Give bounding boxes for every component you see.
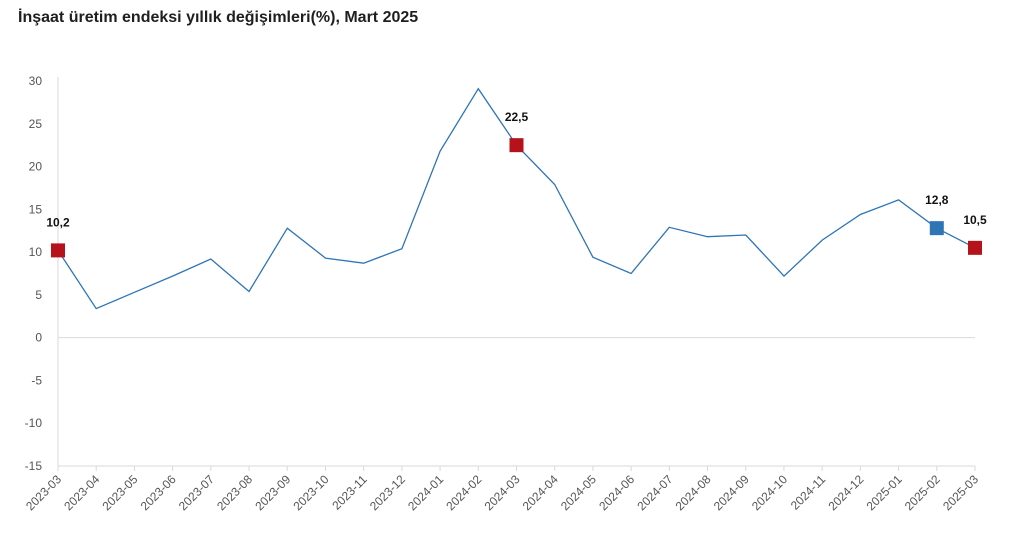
x-tick-label: 2023-03: [23, 472, 64, 513]
data-label: 10,5: [963, 213, 987, 227]
x-tick-label: 2025-03: [940, 472, 981, 513]
y-tick-label: 15: [29, 202, 43, 216]
x-tick-label: 2023-07: [176, 472, 217, 513]
x-tick-label: 2023-10: [291, 472, 332, 513]
x-tick-label: 2025-01: [864, 472, 905, 513]
y-tick-label: 10: [29, 245, 43, 259]
y-tick-label: -10: [25, 416, 43, 430]
x-tick-label: 2024-05: [558, 472, 599, 513]
x-tick-label: 2025-02: [902, 472, 943, 513]
x-tick-label: 2023-12: [367, 472, 408, 513]
data-label: 12,8: [925, 193, 949, 207]
y-tick-label: 20: [29, 160, 43, 174]
x-tick-label: 2024-12: [825, 472, 866, 513]
data-point-marker: [509, 138, 524, 153]
x-tick-label: 2024-03: [482, 472, 523, 513]
x-tick-label: 2024-06: [596, 472, 637, 513]
data-point-marker: [968, 240, 982, 255]
x-tick-label: 2023-11: [329, 472, 370, 513]
x-tick-label: 2024-01: [405, 472, 446, 513]
x-tick-label: 2024-02: [443, 472, 484, 513]
x-tick-label: 2023-04: [61, 472, 102, 513]
x-tick-label: 2024-10: [749, 472, 790, 513]
y-tick-label: 30: [29, 74, 43, 88]
x-tick-label: 2023-08: [214, 472, 255, 513]
x-tick-label: 2023-06: [138, 472, 179, 513]
data-point-marker: [51, 243, 65, 258]
x-tick-label: 2024-04: [520, 472, 561, 513]
x-tick-label: 2024-08: [673, 472, 714, 513]
y-tick-label: -15: [25, 459, 43, 473]
y-tick-label: -5: [31, 373, 42, 387]
y-tick-label: 25: [29, 117, 43, 131]
data-point-marker: [929, 221, 944, 236]
x-tick-label: 2024-07: [634, 472, 675, 513]
chart-title: İnşaat üretim endeksi yıllık değişimleri…: [18, 9, 419, 26]
data-label: 22,5: [505, 110, 529, 124]
x-tick-label: 2024-09: [711, 472, 752, 513]
y-tick-label: 5: [35, 288, 42, 302]
x-tick-label: 2023-09: [252, 472, 293, 513]
y-tick-label: 0: [35, 331, 42, 345]
x-tick-label: 2023-05: [99, 472, 140, 513]
data-label: 10,2: [46, 215, 70, 229]
x-tick-label: 2024-11: [788, 472, 829, 513]
